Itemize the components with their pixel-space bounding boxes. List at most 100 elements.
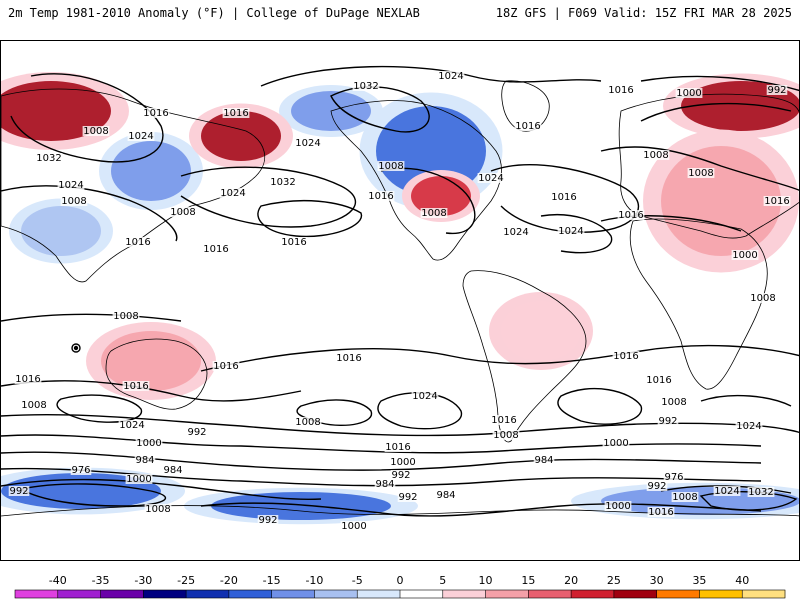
isobar-label: 992	[647, 481, 666, 492]
isobar-label-bg	[212, 361, 240, 371]
color-scale-swatch	[271, 590, 315, 598]
color-scale-tick-label: 20	[564, 574, 578, 587]
isobar-label-bg	[294, 138, 322, 148]
isobar-label-bg	[514, 121, 542, 131]
isobar-label: 1000	[126, 474, 151, 485]
isobar-label: 1000	[676, 88, 701, 99]
color-scale-swatch	[100, 590, 144, 598]
isobar-label: 1032	[270, 177, 295, 188]
isobar-label: 1008	[170, 207, 195, 218]
isobar-label-bg	[557, 226, 585, 236]
isobar-label: 1024	[714, 486, 739, 497]
color-scale-swatch	[228, 590, 273, 598]
isobar-label: 1024	[128, 131, 153, 142]
color-scale-swatch	[400, 590, 444, 598]
isobar-label-bg	[124, 237, 152, 247]
isobar-label-bg	[294, 417, 322, 427]
isobar-label: 1032	[36, 153, 61, 164]
isobar-label: 1032	[748, 487, 773, 498]
color-scale-tick-label: 5	[439, 574, 446, 587]
isobar-label: 992	[658, 416, 677, 427]
isobar-label-bg	[125, 474, 153, 484]
isobar-label-bg	[675, 88, 703, 98]
isobar-label-bg	[713, 486, 741, 496]
isobar-label: 984	[135, 455, 154, 466]
isobar-label: 992	[187, 427, 206, 438]
color-scale-tick-label: 25	[607, 574, 621, 587]
isobar-label-bg	[749, 293, 777, 303]
isobar-label-bg	[35, 153, 63, 163]
isobar-label: 1016	[385, 442, 410, 453]
isobar-label: 1000	[603, 438, 628, 449]
isobar-label: 992	[398, 492, 417, 503]
isobar-label: 1016	[125, 237, 150, 248]
isobar-label-bg	[384, 442, 412, 452]
isobar-label: 1024	[295, 138, 320, 149]
isobar-label-bg	[134, 455, 156, 465]
warm-anomaly-region	[1, 81, 111, 141]
isobar-label-bg	[490, 415, 518, 425]
isobar-label-bg	[70, 465, 92, 475]
isobar-label: 1008	[750, 293, 775, 304]
isobar-label-bg	[533, 455, 555, 465]
color-scale-swatch	[571, 590, 615, 598]
isobar-label: 1000	[605, 501, 630, 512]
isobar-label-bg	[550, 192, 578, 202]
color-scale-tick-label: 30	[650, 574, 664, 587]
isobar-label: 984	[436, 490, 455, 501]
isobar-label-bg	[645, 375, 673, 385]
isobar-label-bg	[612, 351, 640, 361]
color-scale-swatch	[186, 590, 230, 598]
isobar-label-bg	[335, 353, 363, 363]
isobar-label-bg	[397, 492, 419, 502]
isobar-label-bg	[118, 420, 146, 430]
isobar-label: 1016	[281, 237, 306, 248]
isobar-label: 1016	[203, 244, 228, 255]
isobar-label-bg	[57, 180, 85, 190]
isobar-label: 1000	[136, 438, 161, 449]
isobar-label: 1016	[143, 108, 168, 119]
isobar-label-bg	[186, 427, 208, 437]
isobar-label: 992	[9, 486, 28, 497]
isobar-label: 992	[391, 470, 410, 481]
color-scale-swatch	[143, 590, 187, 598]
isobar-label-bg	[657, 416, 679, 426]
north-america-outline	[330, 100, 502, 261]
isobar-label-bg	[437, 71, 465, 81]
isobar-label-bg	[389, 457, 417, 467]
color-scale-tick-labels: -40 -35 -30 -25 -20 -15 -10 -5 0 5 10 15 20 25 30 35 40	[49, 574, 749, 598]
isobar-label: 1008	[61, 196, 86, 207]
isobar-contours	[1, 65, 799, 517]
isobar-label-bg	[269, 177, 297, 187]
isobar-label-bg	[222, 108, 250, 118]
color-scale-tick-label: -15	[263, 574, 281, 587]
isobar-label-bg	[766, 85, 788, 95]
isobar-label: 1000	[390, 457, 415, 468]
warm-anomaly-region	[411, 176, 471, 216]
isobar-label: 976	[71, 465, 90, 476]
isobar-label-bg	[14, 374, 42, 384]
cold-anomaly-region	[111, 141, 191, 201]
isobar-label: 1016	[764, 196, 789, 207]
isobar-label: 1016	[613, 351, 638, 362]
isobar-label: 1016	[15, 374, 40, 385]
warm-anomaly-region	[501, 301, 581, 361]
isobar-label: 1024	[478, 173, 503, 184]
isobar-label-bg	[352, 81, 380, 91]
color-scale-swatch	[528, 590, 572, 598]
isobar-label-bg	[477, 173, 505, 183]
isobar-label-bg	[20, 400, 48, 410]
isobar-label-bg	[735, 421, 763, 431]
color-scale-tick-label: 15	[521, 574, 535, 587]
isobar-label-bg	[646, 481, 668, 491]
color-scale-tick-label: 35	[692, 574, 706, 587]
isobar-label: 1016	[491, 415, 516, 426]
isobar-label-bg	[687, 168, 715, 178]
color-scale-bar	[14, 589, 786, 599]
isobar-label-bg	[8, 486, 30, 496]
isobar-label: 1016	[646, 375, 671, 386]
color-scale-swatch	[314, 590, 358, 598]
isobar-label-bg	[219, 188, 247, 198]
isobar-label: 1024	[438, 71, 463, 82]
warm-anomaly-region	[101, 331, 201, 391]
